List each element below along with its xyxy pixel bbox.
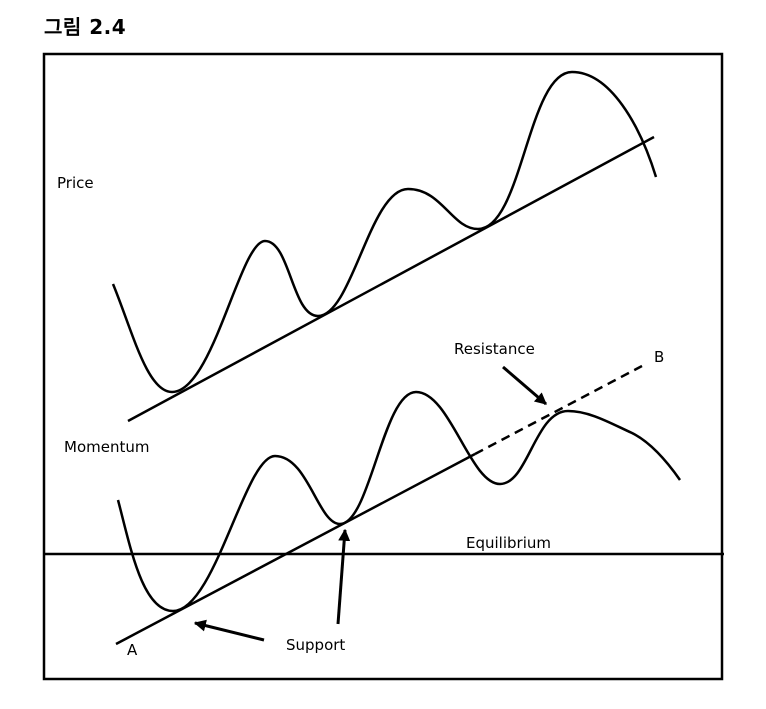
price-label: Price <box>57 174 94 192</box>
diagram-frame <box>42 52 724 681</box>
momentum-support-line <box>115 452 476 646</box>
resistance-arrow <box>502 365 547 406</box>
point-b-label: B <box>654 348 664 366</box>
support-label: Support <box>286 636 345 654</box>
figure-title: 그림 2.4 <box>44 15 127 39</box>
momentum-label: Momentum <box>64 438 149 456</box>
resistance-label: Resistance <box>454 340 535 358</box>
equilibrium-label: Equilibrium <box>466 534 551 552</box>
support-arrow-right <box>336 528 351 625</box>
support-arrow-left <box>193 619 265 642</box>
momentum-trendline-extension <box>474 364 643 456</box>
price-trendline <box>127 135 655 423</box>
momentum-curve <box>116 390 682 613</box>
price-curve <box>111 70 658 394</box>
point-a-label: A <box>127 641 138 659</box>
